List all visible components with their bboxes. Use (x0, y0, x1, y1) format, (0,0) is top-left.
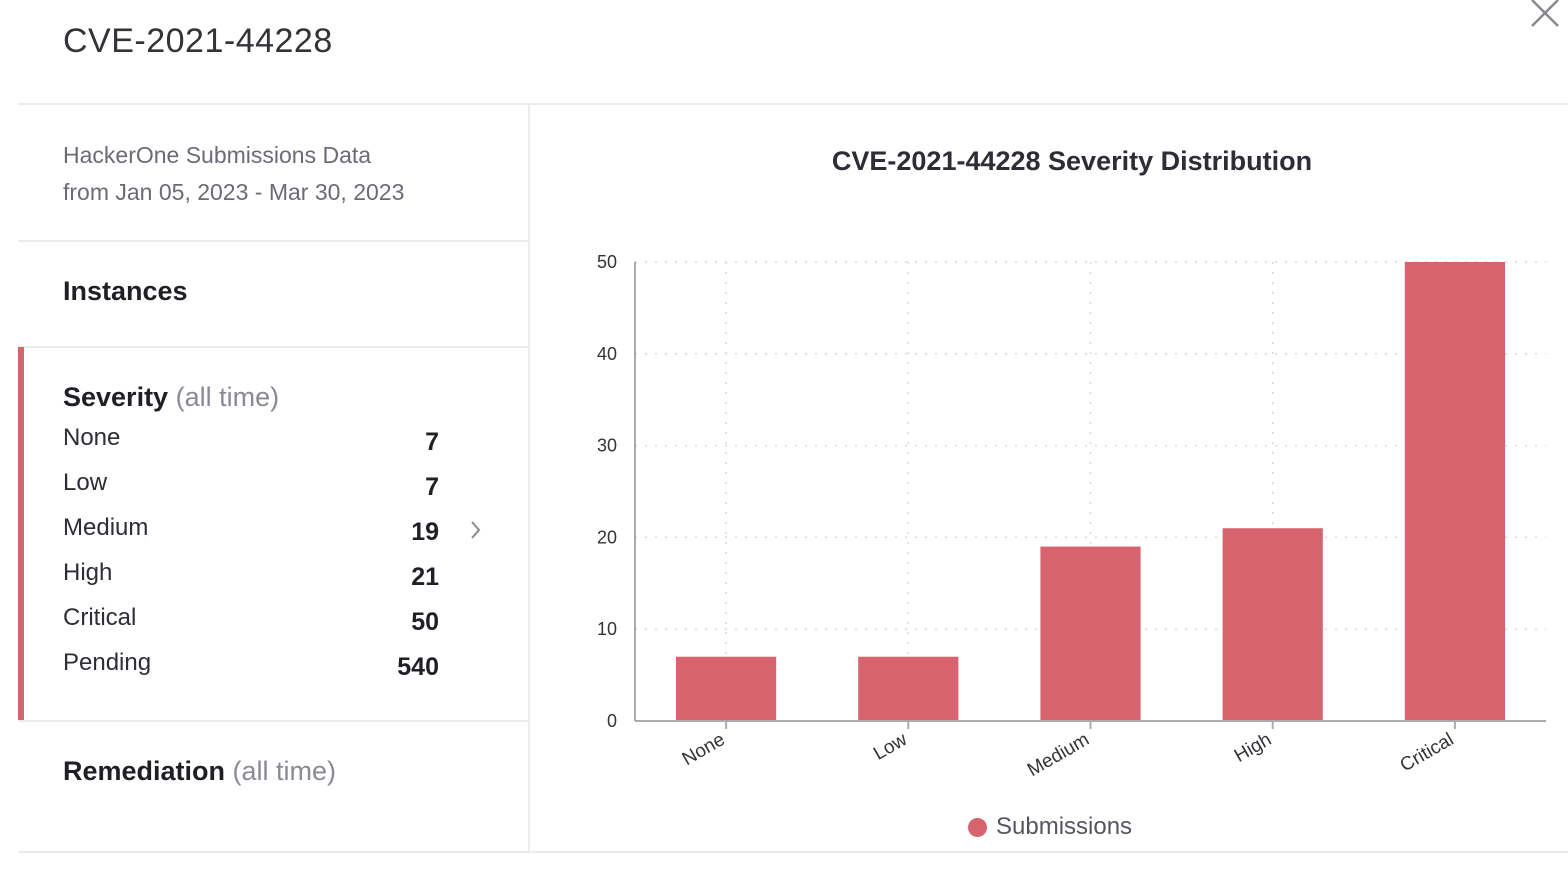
severity-row-medium[interactable]: Medium 19 (63, 514, 483, 554)
bar-critical[interactable] (1404, 262, 1506, 721)
severity-row-critical: Critical 50 (63, 604, 483, 644)
y-tick-label: 20 (597, 527, 617, 547)
instances-divider (18, 346, 529, 348)
close-button[interactable] (1524, 0, 1564, 28)
bar-none[interactable] (675, 656, 777, 721)
x-tick-label: High (1231, 729, 1275, 767)
severity-row-label: Medium (63, 514, 149, 541)
x-tick-label: Medium (1024, 729, 1093, 781)
severity-row-value: 50 (411, 608, 439, 636)
x-tick-label: Low (870, 729, 911, 765)
instances-label[interactable]: Instances (63, 276, 188, 306)
severity-row-label: Critical (63, 604, 137, 631)
remediation-heading-qualifier: (all time) (232, 756, 337, 786)
footer-divider (18, 851, 1568, 853)
severity-row-high: High 21 (63, 559, 483, 599)
severity-heading-qualifier: (all time) (175, 382, 280, 412)
severity-row-label: High (63, 559, 113, 586)
bar-low[interactable] (858, 656, 959, 721)
source-divider (18, 240, 529, 242)
legend-swatch (968, 817, 987, 837)
chevron-right-icon[interactable] (469, 517, 483, 543)
remediation-heading-label: Remediation (63, 756, 226, 786)
bar-high[interactable] (1222, 528, 1323, 721)
severity-row-pending: Pending 540 (63, 649, 483, 689)
severity-heading-label: Severity (63, 382, 169, 412)
chart-title: CVE-2021-44228 Severity Distribution (831, 146, 1313, 176)
severity-row-value: 19 (411, 518, 439, 546)
legend-label: Submissions (996, 813, 1133, 840)
remediation-heading[interactable]: Remediation (all time) (63, 756, 336, 787)
y-tick-label: 0 (607, 711, 617, 731)
header-divider (18, 103, 1568, 105)
severity-row-label: None (63, 424, 121, 451)
y-tick-label: 40 (597, 344, 617, 364)
severity-bar-chart: 0 10 20 30 40 50 None Low Medium High Critical (597, 252, 1546, 781)
severity-row-value: 7 (425, 428, 439, 456)
severity-row-label: Pending (63, 649, 152, 676)
severity-row-value: 21 (411, 563, 439, 591)
chart-legend[interactable]: Submissions (968, 810, 1132, 844)
severity-accent-bar (18, 347, 24, 720)
x-tick-label: Critical (1397, 729, 1458, 776)
panel-divider (528, 103, 530, 853)
severity-row-value: 540 (397, 653, 439, 681)
severity-row-low: Low 7 (63, 469, 483, 509)
close-icon (1531, 0, 1559, 27)
source-line-1: HackerOne Submissions Data (63, 142, 372, 168)
severity-divider (18, 720, 529, 722)
y-tick-label: 10 (597, 619, 617, 639)
source-line-2: from Jan 05, 2023 - Mar 30, 2023 (63, 179, 405, 205)
severity-row-none: None 7 (63, 424, 483, 464)
severity-row-label: Low (63, 469, 108, 496)
y-tick-label: 50 (597, 252, 617, 272)
severity-row-value: 7 (425, 473, 439, 501)
severity-heading: Severity (all time) (63, 382, 279, 413)
data-source-text: HackerOne Submissions Data from Jan 05, … (63, 137, 404, 211)
bar-medium[interactable] (1040, 546, 1141, 721)
x-tick-label: None (679, 729, 729, 770)
modal-title: CVE-2021-44228 (63, 22, 333, 60)
y-tick-label: 30 (597, 436, 617, 456)
